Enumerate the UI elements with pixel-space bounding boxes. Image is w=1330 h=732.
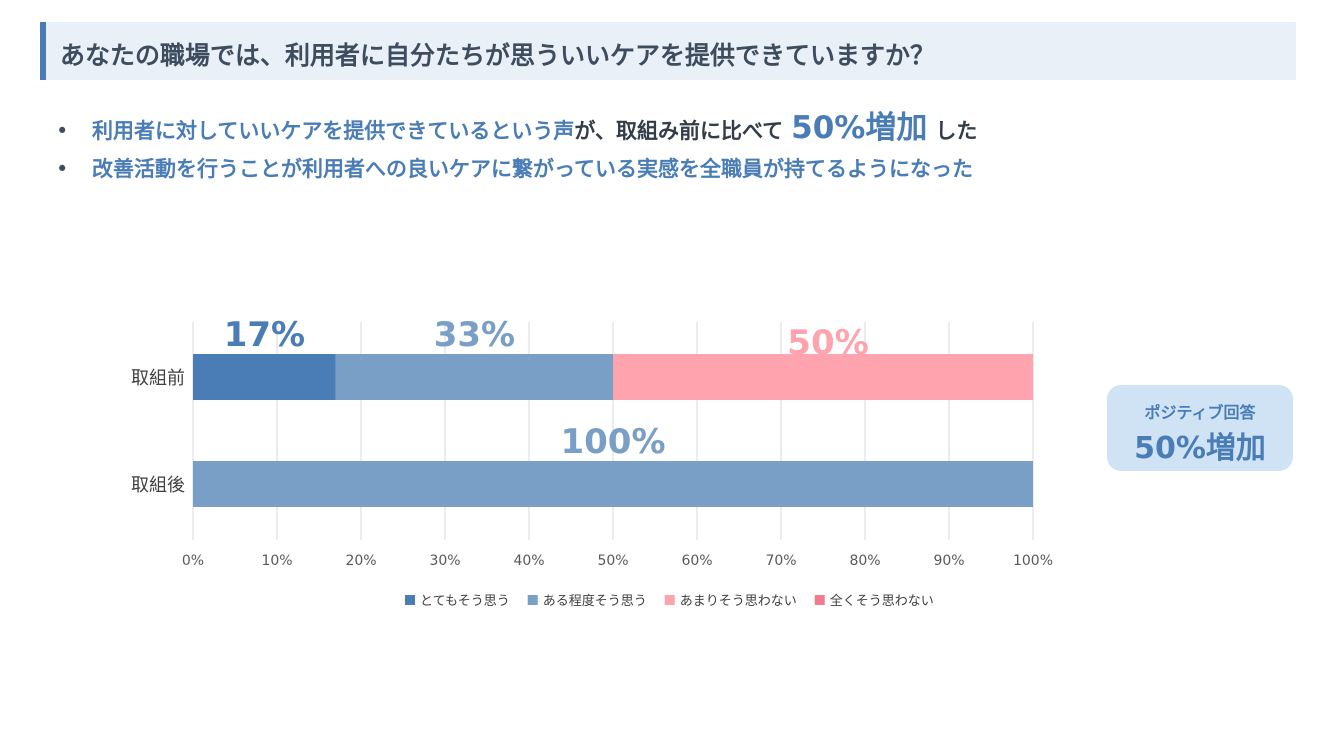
callout-headline: 50%増加 — [1134, 431, 1266, 466]
bullet-1: • 利用者に対していいケアを提供できているという声が、取組み前に比べて 50%増加し… — [56, 102, 977, 147]
x-tick-label: 80% — [849, 553, 880, 569]
bullet-1-emphasis: 50%増加 — [791, 110, 928, 146]
x-tick-label: 20% — [345, 553, 376, 569]
x-tick-label: 40% — [513, 553, 544, 569]
x-tick-label: 70% — [765, 553, 796, 569]
bar-1-1 — [193, 461, 1033, 507]
category-label: 取組前 — [131, 368, 185, 389]
x-tick-label: 50% — [597, 553, 628, 569]
bar-0-0 — [193, 354, 336, 400]
bullet-2-text: 改善活動を行うことが利用者への良いケアに繋がっている実感を全職員が持てるようにな… — [92, 157, 973, 181]
legend-swatch-0 — [405, 595, 415, 605]
legend-swatch-3 — [814, 595, 825, 605]
legend-label: あまりそう思わない — [680, 594, 797, 609]
legend-swatch-2 — [664, 595, 675, 605]
bar-0-2 — [613, 354, 1033, 400]
x-tick-label: 60% — [681, 553, 712, 569]
x-tick-label: 90% — [933, 553, 964, 569]
x-tick-label: 10% — [261, 553, 292, 569]
x-tick-label: 0% — [182, 553, 204, 569]
bullet-1-highlight: 利用者に対していいケアを提供できているという声 — [92, 119, 575, 143]
category-label: 取組後 — [131, 475, 185, 496]
x-tick-label: 100% — [1013, 553, 1053, 569]
x-tick-label: 30% — [429, 553, 460, 569]
bar-0-1 — [335, 354, 613, 400]
legend-label: とてもそう思う — [420, 594, 510, 609]
bullet-1-suffix: した — [935, 119, 978, 143]
data-label: 33% — [434, 315, 515, 355]
legend-label: 全くそう思わない — [830, 593, 934, 609]
legend-label: ある程度そう思う — [543, 593, 647, 609]
callout-subtitle: ポジティブ回答 — [1144, 403, 1256, 422]
bullet-dot: • — [56, 157, 69, 181]
data-label: 17% — [224, 315, 305, 355]
page-title: あなたの職場では、利用者に自分たちが思ういいケアを提供できていますか？ — [60, 41, 936, 70]
bullet-2: • 改善活動を行うことが利用者への良いケアに繋がっている実感を全職員が持てるように… — [56, 153, 973, 183]
data-label: 100% — [560, 422, 665, 462]
data-label: 50% — [787, 323, 868, 363]
bullet-1-text: が、取組み前に比べて — [574, 119, 784, 143]
legend-swatch-1 — [527, 595, 538, 605]
title-bar: あなたの職場では、利用者に自分たちが思ういいケアを提供できていますか？ — [40, 22, 1296, 80]
positive-response-callout: ポジティブ回答 50%増加 — [1107, 385, 1293, 471]
bullet-dot: • — [56, 119, 69, 143]
